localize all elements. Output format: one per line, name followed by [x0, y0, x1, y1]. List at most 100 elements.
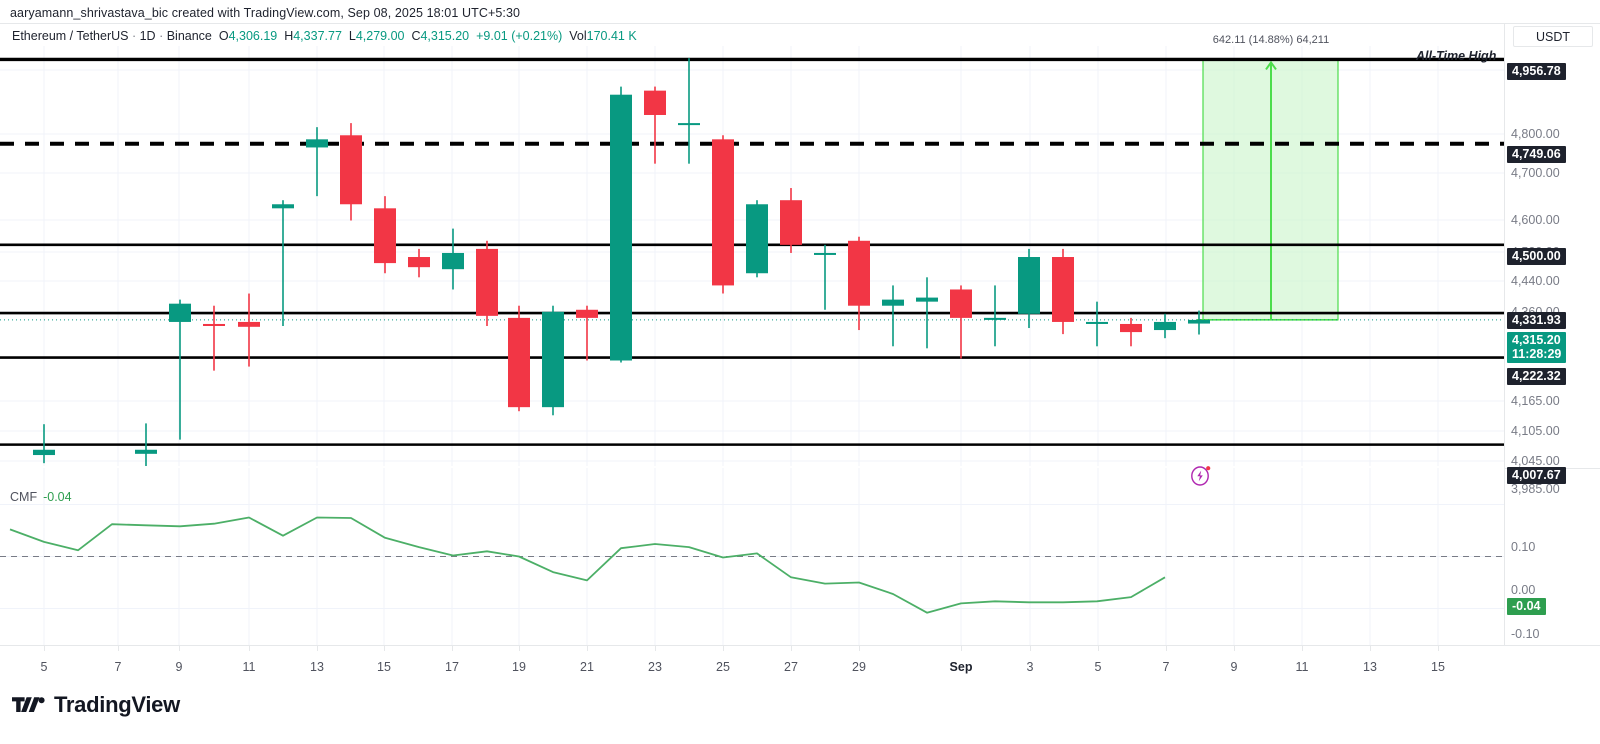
- time-axis-label: 23: [648, 660, 662, 674]
- price-axis[interactable]: USDT 4,900.004,800.004,700.004,600.004,5…: [1504, 24, 1600, 645]
- time-axis-tick-mark: [961, 646, 962, 651]
- time-axis-tick-mark: [519, 646, 520, 651]
- candle-body[interactable]: [814, 252, 836, 255]
- time-axis-tick-mark: [587, 646, 588, 651]
- candle-body[interactable]: [746, 204, 768, 274]
- candle-body[interactable]: [610, 94, 632, 361]
- cmf-legend-name[interactable]: CMF: [10, 490, 38, 504]
- candle-body[interactable]: [306, 139, 328, 148]
- time-axis-tick-mark: [859, 646, 860, 651]
- price-level-badge[interactable]: 4,222.32: [1507, 368, 1566, 385]
- candle-body[interactable]: [238, 321, 260, 327]
- candle-body[interactable]: [678, 123, 700, 126]
- price-level-badge[interactable]: 4,749.06: [1507, 146, 1566, 163]
- price-axis-tick: 4,165.00: [1511, 394, 1560, 408]
- time-axis-tick-mark: [1302, 646, 1303, 651]
- candle-body[interactable]: [508, 317, 530, 408]
- candle-body[interactable]: [169, 303, 191, 322]
- time-axis-label: 25: [716, 660, 730, 674]
- candle-body[interactable]: [408, 257, 430, 268]
- time-axis-label: 19: [512, 660, 526, 674]
- price-level-badge[interactable]: 4,956.78: [1507, 63, 1566, 80]
- cmf-line-series[interactable]: [9, 516, 1166, 614]
- candle-body[interactable]: [1052, 257, 1074, 322]
- time-axis-tick-mark: [249, 646, 250, 651]
- time-axis-tick-mark: [1438, 646, 1439, 651]
- tradingview-logo[interactable]: TradingView: [12, 692, 180, 718]
- price-level-badge[interactable]: 4,500.00: [1507, 248, 1566, 265]
- time-axis[interactable]: 5 7 9 11 13 15 17 19 21 23 25 27 29 Sep 3 5 7 9 11 13 15: [0, 645, 1600, 683]
- time-axis-label: 11: [242, 660, 256, 674]
- legend-sep-2: ·: [155, 29, 167, 43]
- price-level-badge[interactable]: 4,007.67: [1507, 467, 1566, 484]
- price-chart-pane[interactable]: [0, 46, 1504, 466]
- candle-body[interactable]: [1018, 257, 1040, 314]
- legend-interval[interactable]: 1D: [139, 29, 156, 43]
- legend-exchange[interactable]: Binance: [166, 29, 212, 43]
- candle-body[interactable]: [1120, 323, 1142, 333]
- legend-close-key: C: [411, 29, 421, 43]
- time-axis-tick-mark: [179, 646, 180, 651]
- price-axis-tick: 4,600.00: [1511, 213, 1560, 227]
- cmf-axis-tick: -0.10: [1511, 627, 1540, 641]
- candle-body[interactable]: [542, 311, 564, 408]
- price-axis-tick: 4,800.00: [1511, 127, 1560, 141]
- time-axis-label: 21: [580, 660, 594, 674]
- cmf-legend-value: -0.04: [43, 490, 72, 504]
- price-level-badge[interactable]: 4,331.93: [1507, 312, 1566, 329]
- candle-body[interactable]: [442, 252, 464, 270]
- candle-body[interactable]: [712, 139, 734, 286]
- candle-body[interactable]: [916, 297, 938, 302]
- last-price-badge[interactable]: 4,315.20 11:28:29: [1507, 332, 1567, 363]
- legend-symbol[interactable]: Ethereum / TetherUS: [12, 29, 129, 43]
- candle-body[interactable]: [374, 208, 396, 264]
- cmf-axis-tick: 0.00: [1511, 583, 1536, 597]
- currency-unit-label[interactable]: USDT: [1513, 26, 1593, 47]
- candle-body[interactable]: [882, 299, 904, 306]
- legend-change: +9.01: [476, 29, 508, 43]
- candle-body[interactable]: [984, 317, 1006, 320]
- cmf-value-badge[interactable]: -0.04: [1507, 598, 1546, 615]
- time-axis-tick-mark: [1234, 646, 1235, 651]
- candle-body[interactable]: [644, 90, 666, 115]
- cmf-axis-tick: 0.10: [1511, 540, 1536, 554]
- price-axis-tick: 4,440.00: [1511, 274, 1560, 288]
- candle-body[interactable]: [33, 449, 55, 456]
- cmf-chart-svg[interactable]: [0, 468, 1504, 645]
- legend-sep-1: ·: [128, 29, 140, 43]
- candle-body[interactable]: [340, 135, 362, 205]
- time-axis-label: 29: [852, 660, 866, 674]
- time-axis-label: 13: [310, 660, 324, 674]
- last-price-value: 4,315.20: [1512, 333, 1561, 347]
- legend-volume-key: Vol: [569, 29, 587, 43]
- time-axis-label: 7: [1162, 660, 1170, 674]
- legend-close-value: 4,315.20: [420, 29, 470, 43]
- chart-legend[interactable]: Ethereum / TetherUS · 1D · Binance O4,30…: [12, 29, 637, 43]
- candle-body[interactable]: [780, 200, 802, 245]
- cmf-indicator-pane[interactable]: [0, 468, 1504, 645]
- price-axis-tick: 3,985.00: [1511, 482, 1560, 496]
- candle-body[interactable]: [950, 289, 972, 318]
- time-axis-label: 5: [1094, 660, 1102, 674]
- time-axis-tick-mark: [1098, 646, 1099, 651]
- price-axis-tick: 4,105.00: [1511, 424, 1560, 438]
- time-axis-tick-mark: [1030, 646, 1031, 651]
- candle-body[interactable]: [1086, 321, 1108, 324]
- time-axis-label: 27: [784, 660, 798, 674]
- legend-low-key: L: [348, 29, 356, 43]
- lightning-bolt-icon[interactable]: [1190, 464, 1212, 486]
- candle-body[interactable]: [576, 309, 598, 318]
- candle-body[interactable]: [848, 240, 870, 306]
- cmf-legend[interactable]: CMF -0.04: [10, 490, 72, 504]
- candle-body[interactable]: [135, 449, 157, 454]
- candle-body[interactable]: [203, 323, 225, 326]
- candle-body[interactable]: [1188, 319, 1210, 324]
- candle-body[interactable]: [272, 204, 294, 209]
- candle-body[interactable]: [476, 248, 498, 316]
- price-chart-svg[interactable]: [0, 46, 1504, 466]
- legend-low-value: 4,279.00: [355, 29, 405, 43]
- candle-body[interactable]: [1154, 321, 1176, 331]
- projection-arrow-head: [1265, 60, 1277, 71]
- time-axis-label: 5: [40, 660, 48, 674]
- legend-change-percent: (+0.21%): [511, 29, 563, 43]
